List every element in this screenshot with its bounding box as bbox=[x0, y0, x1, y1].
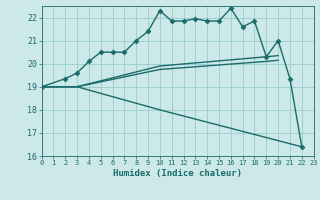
X-axis label: Humidex (Indice chaleur): Humidex (Indice chaleur) bbox=[113, 169, 242, 178]
